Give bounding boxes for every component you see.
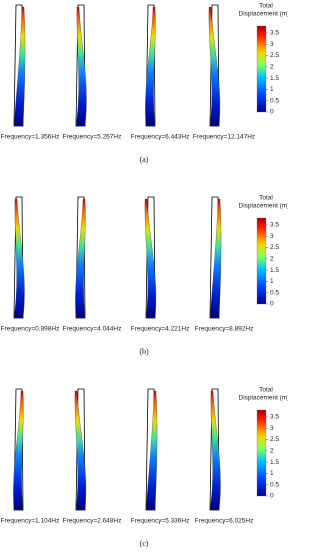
frequency-label: Frequency=2.648Hz bbox=[63, 518, 122, 525]
colorbar-tick-label: 3 bbox=[270, 41, 274, 48]
panel-label: (c) bbox=[140, 539, 149, 548]
frequency-label: Frequency=4.221Hz bbox=[131, 326, 190, 333]
mode-shape bbox=[13, 6, 26, 127]
colorbar-tick-label: 0.5 bbox=[270, 97, 279, 104]
frequency-label: Frequency=12.147Hz bbox=[193, 134, 255, 141]
colorbar-tick-label: 1.5 bbox=[270, 459, 279, 466]
mode-shape bbox=[145, 6, 156, 127]
colorbar-title: Displacement (m) bbox=[239, 203, 288, 210]
frequency-label: Frequency=8.892Hz bbox=[195, 326, 254, 333]
colorbar-tick-label: 0 bbox=[270, 301, 274, 308]
colorbar-tick-label: 0 bbox=[270, 109, 274, 116]
mode-shape bbox=[75, 198, 86, 319]
colorbar-tick-label: 3.5 bbox=[270, 222, 279, 229]
colorbar bbox=[256, 25, 267, 113]
colorbar-tick-label: 3 bbox=[270, 425, 274, 432]
colorbar-tick-label: 1 bbox=[270, 86, 274, 93]
frequency-label: Frequency=6.443Hz bbox=[131, 134, 190, 141]
colorbar-tick-label: 0.5 bbox=[270, 481, 279, 488]
colorbar-tick-label: 2 bbox=[270, 448, 274, 455]
colorbar-tick-label: 2.5 bbox=[270, 52, 279, 59]
colorbar-title: Displacement (m) bbox=[239, 395, 288, 402]
frequency-label: Frequency=1.356Hz bbox=[1, 134, 60, 141]
mode-shape bbox=[13, 390, 24, 511]
colorbar-tick-label: 3.5 bbox=[270, 414, 279, 421]
colorbar-tick-label: 2.5 bbox=[270, 244, 279, 251]
panel-label: (b) bbox=[139, 347, 149, 356]
colorbar-tick-label: 2 bbox=[270, 256, 274, 263]
colorbar-title: Total bbox=[259, 195, 273, 202]
panel: Frequency=0.898Hz Frequency=4.044Hz Freque… bbox=[1, 195, 290, 356]
colorbar-tick-label: 3.5 bbox=[270, 30, 279, 37]
colorbar-title: Total bbox=[259, 3, 273, 10]
mode-shape bbox=[209, 198, 222, 319]
colorbar-tick-label: 2.5 bbox=[270, 436, 279, 443]
mode-shape bbox=[145, 390, 158, 511]
frequency-label: Frequency=5.267Hz bbox=[63, 134, 122, 141]
mode-shape bbox=[74, 390, 87, 511]
mode-shape bbox=[13, 198, 25, 319]
colorbar bbox=[256, 217, 267, 305]
colorbar-title: Displacement (m) bbox=[239, 11, 288, 18]
figure: Frequency=1.356Hz Frequency=5.267Hz Freque… bbox=[1, 3, 290, 548]
colorbar-tick-label: 1 bbox=[270, 470, 274, 477]
frequency-label: Frequency=0.898Hz bbox=[1, 326, 60, 333]
mode-shape bbox=[75, 6, 87, 127]
mode-shape bbox=[209, 390, 221, 511]
frequency-label: Frequency=5.336Hz bbox=[131, 518, 190, 525]
frequency-label: Frequency=6.025Hz bbox=[195, 518, 254, 525]
panel-label: (a) bbox=[140, 155, 149, 164]
mode-shape bbox=[144, 198, 157, 319]
colorbar-title: Total bbox=[259, 387, 273, 394]
panel: Frequency=1.104Hz Frequency=2.648Hz Freque… bbox=[1, 387, 290, 548]
mode-shape bbox=[208, 6, 221, 127]
colorbar-tick-label: 1 bbox=[270, 278, 274, 285]
colorbar-tick-label: 3 bbox=[270, 233, 274, 240]
colorbar-tick-label: 1.5 bbox=[270, 75, 279, 82]
colorbar-tick-label: 0.5 bbox=[270, 289, 279, 296]
panel: Frequency=1.356Hz Frequency=5.267Hz Freque… bbox=[1, 3, 290, 164]
colorbar bbox=[256, 409, 267, 497]
colorbar-tick-label: 1.5 bbox=[270, 267, 279, 274]
frequency-label: Frequency=4.044Hz bbox=[63, 326, 122, 333]
frequency-label: Frequency=1.104Hz bbox=[1, 518, 60, 525]
colorbar-tick-label: 0 bbox=[270, 493, 274, 500]
colorbar-tick-label: 2 bbox=[270, 64, 274, 71]
